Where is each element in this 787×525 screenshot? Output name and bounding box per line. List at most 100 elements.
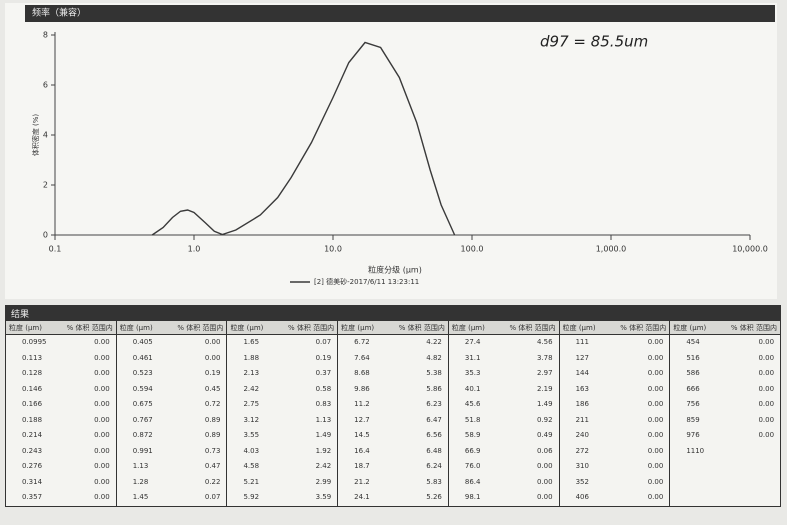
volume-cell: 0.49 (537, 431, 553, 439)
title-bar (25, 5, 775, 22)
table-row: 40.1 2.19 (449, 382, 559, 398)
size-cell: 586 (686, 369, 700, 377)
volume-cell: 2.99 (315, 477, 332, 486)
size-cell: 24.1 (354, 493, 370, 501)
size-cell: 0.0995 (22, 338, 47, 346)
table-row: 3.55 1.49 (227, 428, 337, 444)
volume-cell: 5.86 (426, 384, 442, 393)
table-row: 0.675 0.72 (117, 397, 227, 413)
volume-cell: 0.00 (758, 431, 775, 439)
volume-cell: 0.58 (315, 384, 332, 393)
size-cell: 976 (686, 431, 700, 439)
x-tick-label: 0.1 (49, 245, 62, 254)
size-cell: 0.767 (132, 415, 153, 424)
volume-cell: 0.00 (94, 477, 110, 486)
results-column: 粒度 (μm)% 体积 范围内 0.0995 0.00 0.113 0.00 0.128 0… (6, 321, 117, 506)
table-row: 2.13 0.37 (227, 366, 337, 382)
annotation: d97 = 85.5um (540, 33, 648, 51)
size-cell: 352 (575, 477, 589, 486)
volume-cell: 2.19 (537, 384, 553, 393)
size-cell: 211 (575, 415, 589, 424)
results-column: 粒度 (μm)% 体积 范围内 1.65 0.07 1.88 0.19 2.13 0.37 2… (227, 321, 339, 506)
volume-cell: 0.00 (94, 493, 110, 501)
size-cell: 76.0 (464, 462, 481, 470)
volume-cell: 0.00 (647, 384, 664, 393)
results-title: 结果 (5, 305, 781, 320)
table-row: 51.8 0.92 (449, 413, 559, 429)
column-header: 粒度 (μm) % 体积 范围内 (670, 321, 781, 335)
table-row: 0.523 0.19 (117, 366, 227, 382)
size-cell: 4.03 (243, 446, 260, 455)
table-row: 2.42 0.58 (227, 382, 337, 398)
table-row: 14.5 6.56 (338, 428, 448, 444)
volume-cell: 0.00 (537, 462, 553, 470)
table-row: 12.7 6.47 (338, 413, 448, 429)
volume-cell: 0.92 (537, 415, 553, 424)
table-row: 0.166 0.00 (6, 397, 116, 413)
volume-cell: 0.00 (94, 384, 110, 393)
volume-cell: 0.00 (204, 338, 221, 346)
volume-cell: 0.00 (94, 353, 110, 362)
results-column: 粒度 (μm) % 体积 范围内 454 0.00 516 0.00 586 0.00 666 0… (670, 321, 781, 506)
column-header: 粒度 (μm) % 体积 范围内 (227, 321, 338, 335)
size-cell: 86.4 (464, 477, 481, 486)
volume-cell: 6.56 (426, 431, 442, 439)
size-cell: 14.5 (354, 431, 370, 439)
size-cell: 0.166 (22, 400, 43, 408)
volume-cell: 0.07 (315, 338, 332, 346)
size-cell: 51.8 (464, 415, 481, 424)
table-row: 0.146 0.00 (6, 382, 116, 398)
table-row: 272 0.00 (560, 444, 670, 460)
table-row: 58.9 0.49 (449, 428, 559, 444)
volume-cell: 1.49 (537, 400, 553, 408)
volume-cell: 0.00 (94, 338, 110, 346)
size-cell: 16.4 (354, 446, 370, 455)
volume-cell: 0.19 (315, 353, 332, 362)
size-cell: 31.1 (464, 353, 481, 362)
table-row: 8.68 5.38 (338, 366, 448, 382)
size-cell: 0.461 (132, 353, 153, 362)
size-cell: 0.594 (132, 384, 153, 393)
column-header: 粒度 (μm) % 体积 范围内 (559, 321, 670, 335)
size-cell: 666 (686, 384, 700, 393)
table-row: 0.243 0.00 (6, 444, 116, 460)
volume-cell: 0.45 (204, 384, 221, 393)
table-row: 5.92 3.59 (227, 490, 337, 506)
volume-cell: 4.22 (426, 338, 442, 346)
volume-cell: 0.89 (204, 431, 221, 439)
table-row: 1.13 0.47 (117, 459, 227, 475)
size-cell: 0.243 (22, 446, 43, 455)
volume-cell: 5.83 (426, 477, 442, 486)
size-cell: 35.3 (464, 369, 481, 377)
table-row: 4.03 1.92 (227, 444, 337, 460)
volume-cell: 0.00 (94, 446, 110, 455)
header-volume: % 体积 范围内 (620, 324, 667, 332)
size-cell: 1.28 (132, 477, 149, 486)
size-cell: 240 (575, 431, 589, 439)
volume-cell: 6.48 (426, 446, 442, 455)
size-cell: 0.128 (22, 369, 43, 377)
chart: 频率（兼容） d97 = 85.5um 粒度分级 (μm) 体积密度 (%) 0… (5, 3, 777, 299)
x-tick-label: 10,000.0 (732, 245, 768, 254)
volume-cell: 6.24 (426, 462, 442, 470)
volume-cell: 0.00 (94, 369, 110, 377)
size-cell: 454 (686, 338, 700, 346)
table-row: 7.64 4.82 (338, 351, 448, 367)
volume-cell: 0.00 (758, 338, 775, 346)
y-tick-label: 8 (43, 31, 48, 40)
volume-cell: 0.73 (204, 446, 221, 455)
table-row: 127 0.00 (560, 351, 670, 367)
size-cell: 1.45 (132, 493, 149, 501)
table-row: 0.276 0.00 (6, 459, 116, 475)
table-row: 186 0.00 (560, 397, 670, 413)
size-cell: 0.357 (22, 493, 43, 501)
table-row: 0.767 0.89 (117, 413, 227, 429)
table-row: 27.4 4.56 (449, 335, 559, 351)
table-row: 310 0.00 (560, 459, 670, 475)
table-row: 76.0 0.00 (449, 459, 559, 475)
table-row: 0.357 0.00 (6, 490, 116, 506)
header-size: 粒度 (μm) (562, 324, 596, 332)
table-row: 0.314 0.00 (6, 475, 116, 491)
volume-cell: 4.82 (426, 353, 442, 362)
volume-cell: 0.00 (758, 353, 775, 362)
